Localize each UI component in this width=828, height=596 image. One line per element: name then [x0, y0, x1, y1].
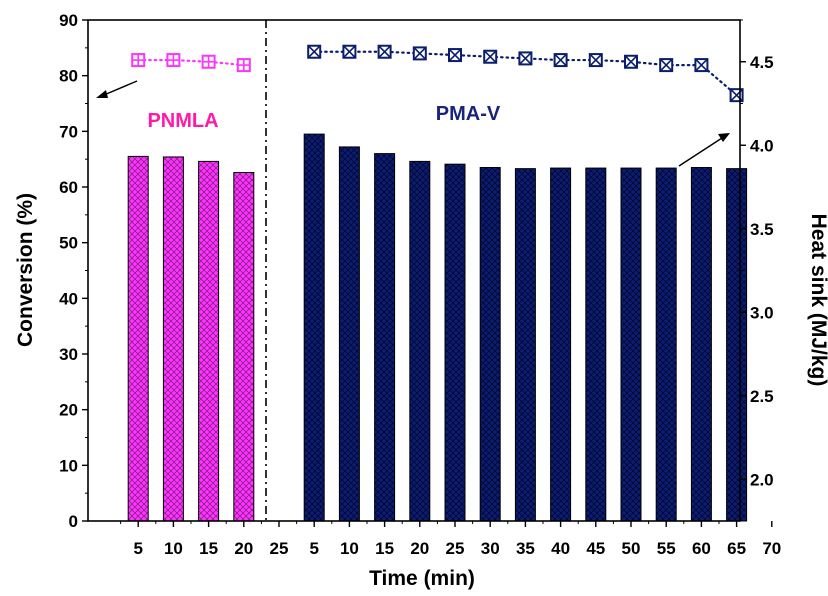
y-tick-label: 30 — [59, 345, 78, 364]
y2-tick-label: 3.0 — [750, 303, 774, 322]
x-tick-label: 40 — [551, 539, 570, 558]
heat-sink-point-pma-v-25 — [448, 48, 462, 63]
x-tick-label: 65 — [727, 539, 746, 558]
y-tick-label: 70 — [59, 122, 78, 141]
heat-sink-point-pnmla-5 — [131, 53, 146, 68]
bar-pma-v-10 — [338, 146, 360, 522]
bar-pma-v-60 — [690, 167, 712, 522]
y-tick-label: 40 — [59, 289, 78, 308]
x-tick-label: 25 — [270, 539, 289, 558]
heat-sink-point-pma-v-15 — [377, 44, 392, 59]
heat-sink-point-pnmla-10 — [166, 53, 181, 68]
x-tick-label: 15 — [199, 539, 218, 558]
y-tick-label: 0 — [69, 512, 78, 531]
bar-pma-v-25 — [444, 163, 466, 522]
arrow-to-right-axis — [678, 133, 730, 167]
bar-pnmla-15 — [198, 160, 220, 522]
y-tick-label: 60 — [59, 178, 78, 197]
bar-pma-v-50 — [620, 167, 642, 522]
bar-pma-v-65 — [726, 168, 748, 522]
y-tick-label: 50 — [59, 234, 78, 253]
x-axis-title: Time (min) — [369, 567, 475, 590]
heat-sink-point-pnmla-15 — [201, 54, 216, 69]
x-tick-label: 10 — [340, 539, 359, 558]
y-tick-label: 20 — [59, 401, 78, 420]
x-tick-label: 15 — [375, 539, 394, 558]
heat-sink-point-pma-v-55 — [659, 58, 674, 73]
bar-pma-v-55 — [655, 167, 677, 522]
bar-pma-v-30 — [479, 167, 501, 522]
x-tick-label: 25 — [446, 539, 465, 558]
ticks-layer: 5 10 15 20 25 5 10 15 20 25 30 35 40 45 50 55 60 65 70 0 10 2… — [59, 11, 781, 558]
group-label-pma-v: PMA-V — [436, 103, 501, 125]
y-tick-label: 90 — [59, 11, 78, 30]
heat-sink-point-pma-v-20 — [412, 46, 427, 61]
x-tick-label: 70 — [762, 539, 781, 558]
x-tick-label: 30 — [481, 539, 500, 558]
y2-tick-label: 4.0 — [750, 136, 774, 155]
heat-sink-point-pma-v-50 — [624, 54, 638, 69]
heat-sink-point-pma-v-30 — [483, 49, 498, 64]
y2-tick-label: 4.5 — [750, 53, 774, 72]
x-tick-label: 50 — [622, 539, 641, 558]
heat-sink-markers — [131, 44, 744, 103]
heat-sink-lines — [137, 50, 738, 97]
y2-tick-label: 3.5 — [750, 220, 774, 239]
bar-pma-v-35 — [514, 168, 536, 522]
heat-sink-point-pma-v-45 — [588, 53, 603, 68]
bar-pma-v-15 — [374, 153, 396, 522]
y2-tick-label: 2.0 — [750, 470, 774, 489]
y2-axis-title: Heat sink (MJ/kg) — [807, 214, 828, 387]
bar-pnmla-10 — [162, 156, 184, 522]
x-tick-label: 35 — [516, 539, 535, 558]
y-tick-label: 10 — [59, 456, 78, 475]
bar-pnmla-5 — [127, 155, 149, 522]
heat-sink-point-pnmla-20 — [236, 58, 251, 73]
bar-pma-v-45 — [585, 167, 607, 522]
bars-layer — [127, 133, 748, 522]
heat-sink-point-pma-v-40 — [553, 53, 568, 68]
y-axis-title: Conversion (%) — [14, 193, 37, 347]
bar-pma-v-20 — [409, 160, 431, 522]
heat-sink-point-pma-v-5 — [307, 44, 322, 59]
bar-pma-v-5 — [303, 133, 325, 522]
y-tick-label: 80 — [59, 67, 78, 86]
heat-sink-line-pnmla — [137, 58, 245, 67]
bar-pnmla-20 — [233, 172, 255, 522]
x-tick-label: 55 — [657, 539, 676, 558]
heat-sink-point-pma-v-35 — [518, 51, 533, 66]
group-label-pnmla: PNMLA — [147, 110, 218, 132]
x-tick-label: 45 — [586, 539, 605, 558]
x-tick-label: 10 — [164, 539, 183, 558]
x-tick-label: 20 — [234, 539, 253, 558]
x-tick-label: 60 — [692, 539, 711, 558]
y2-tick-label: 2.5 — [750, 387, 774, 406]
x-tick-label: 5 — [309, 539, 318, 558]
heat-sink-point-pma-v-10 — [342, 44, 357, 59]
x-tick-label: 5 — [133, 539, 142, 558]
heat-sink-point-pma-v-60 — [694, 58, 709, 73]
bar-pma-v-40 — [550, 167, 572, 522]
arrow-to-left-axis — [96, 80, 138, 98]
x-tick-label: 20 — [410, 539, 429, 558]
